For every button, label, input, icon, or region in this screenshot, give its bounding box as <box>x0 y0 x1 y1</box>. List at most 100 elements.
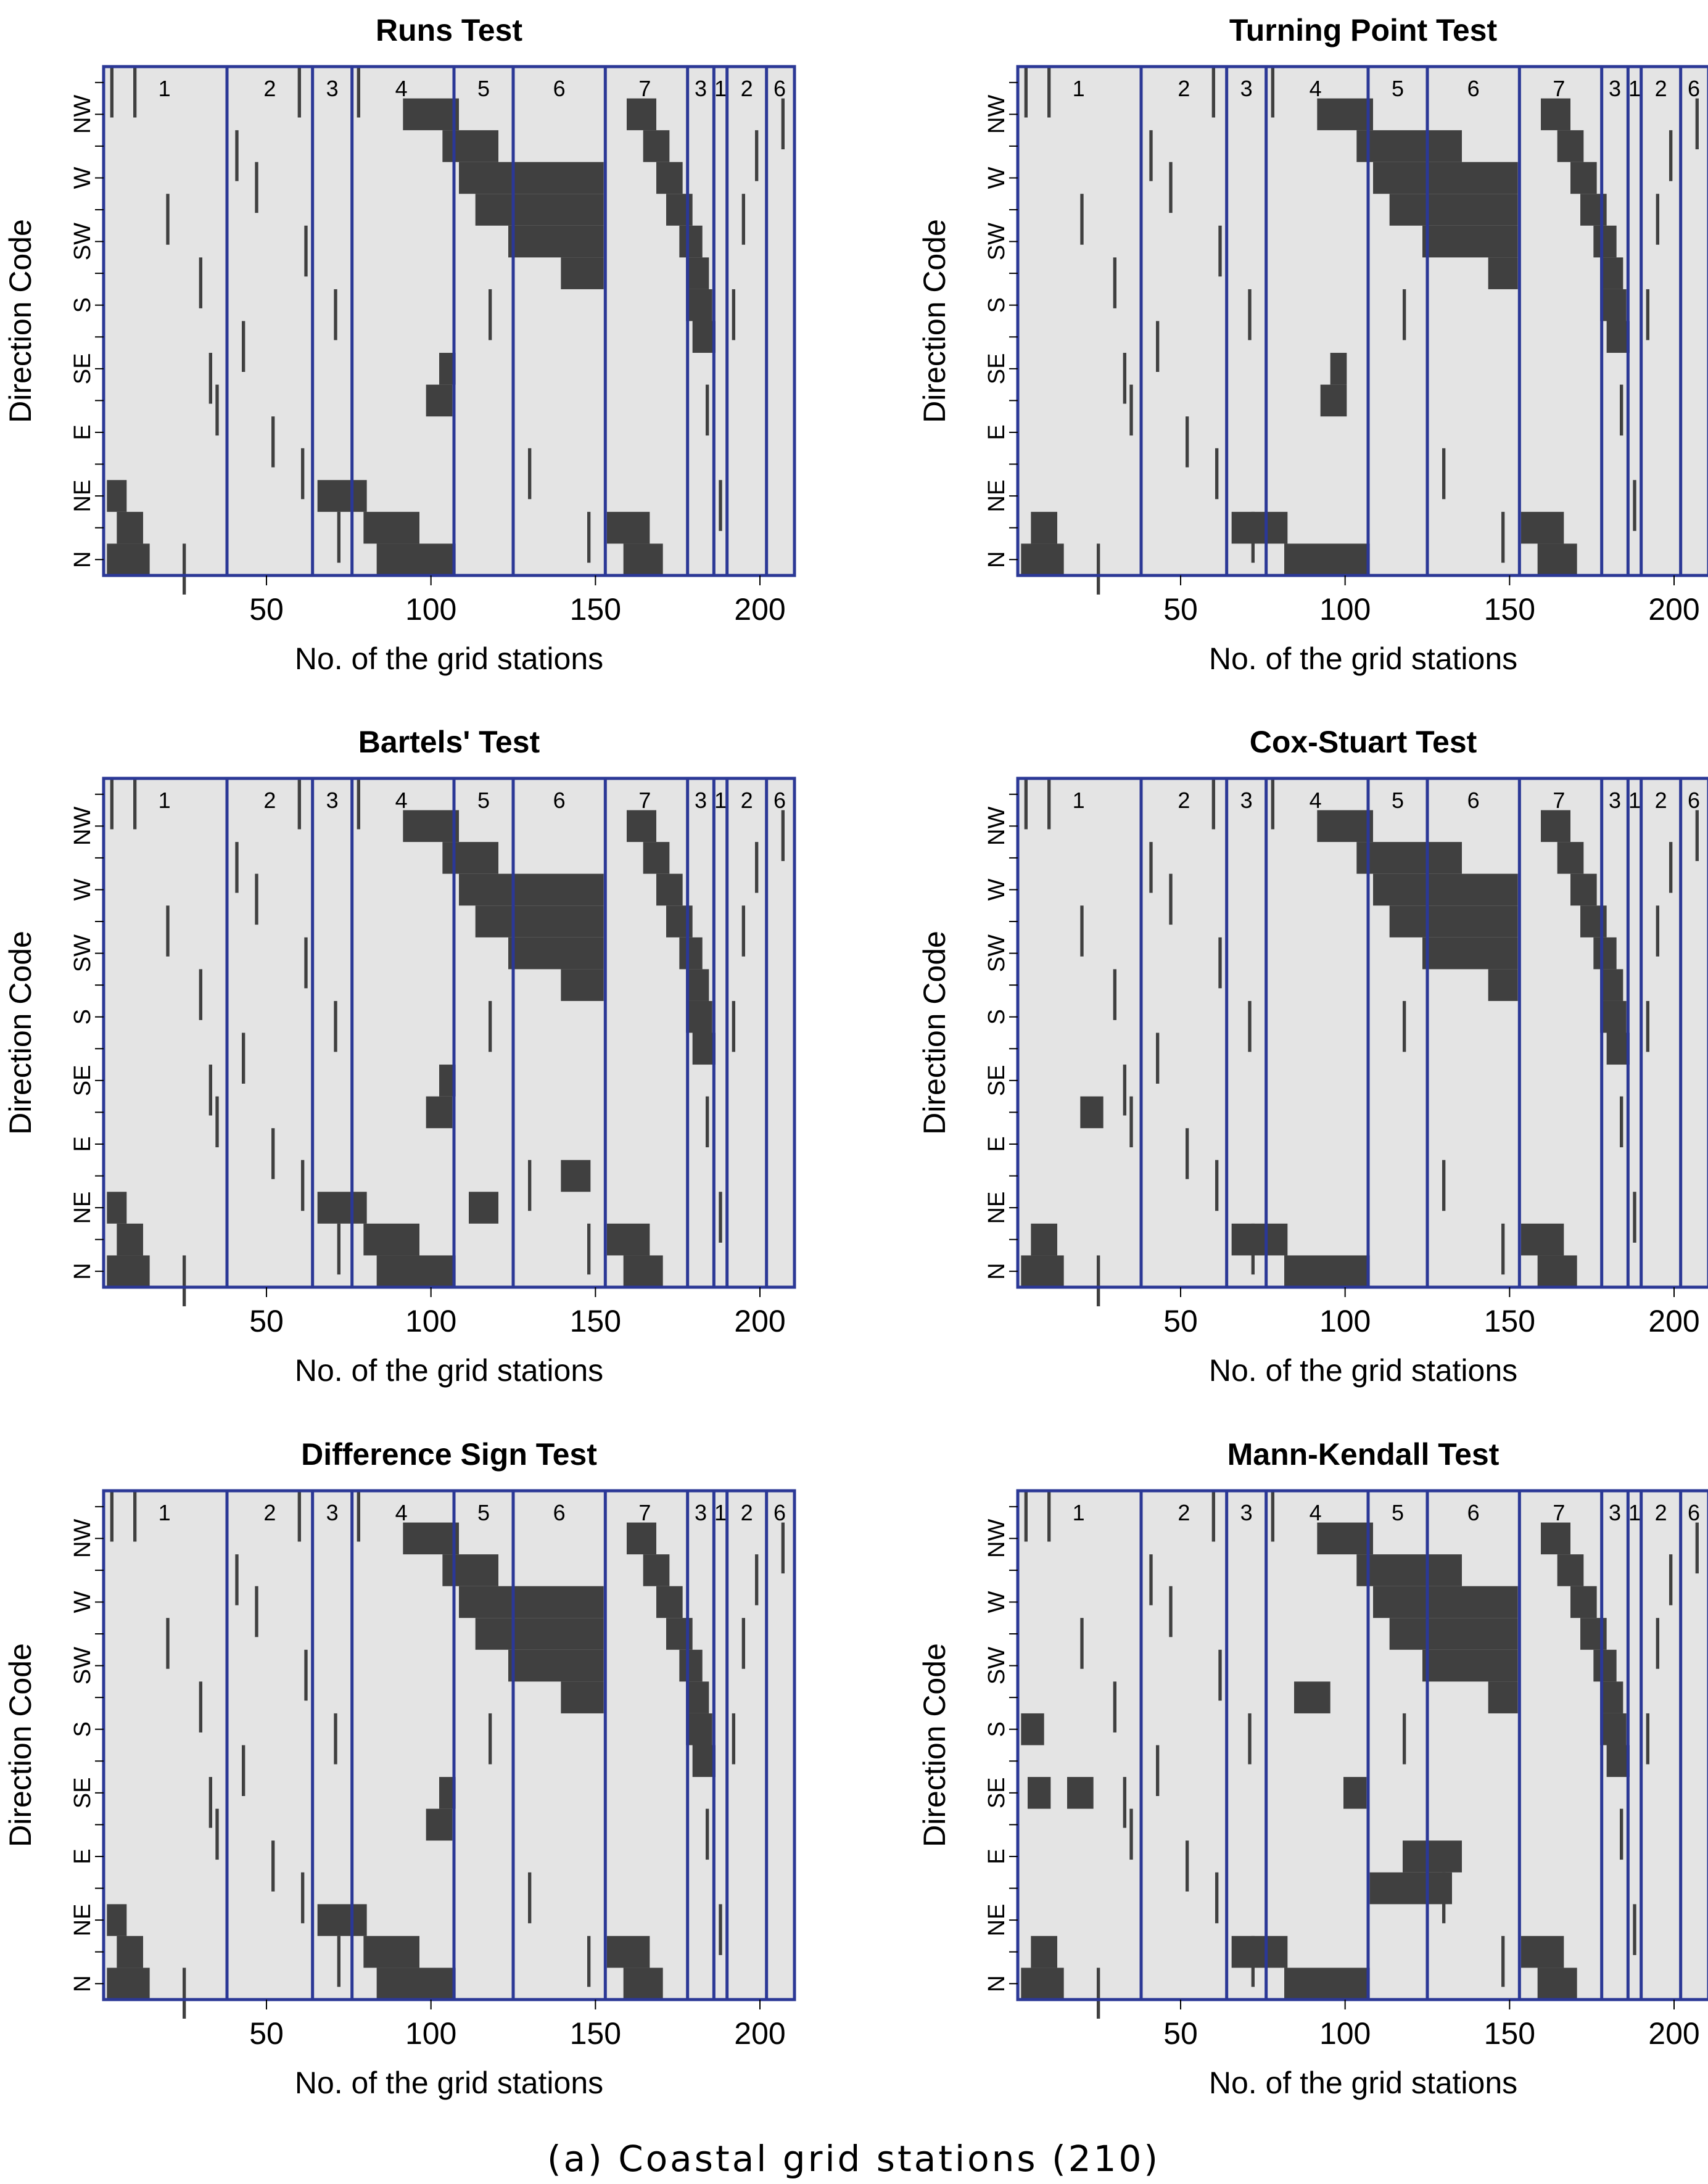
significant-cell <box>1271 1491 1274 1542</box>
region-label: 6 <box>774 788 786 813</box>
significant-block <box>107 480 127 512</box>
significant-cell <box>334 1713 337 1765</box>
significant-block <box>1488 1681 1518 1713</box>
significant-block <box>508 937 604 970</box>
y-tick-label: NW <box>70 1519 96 1558</box>
significant-cell <box>133 1491 137 1542</box>
region-label: 1 <box>1073 788 1085 813</box>
significant-cell <box>1271 778 1274 830</box>
region-label: 1 <box>714 1500 727 1525</box>
significant-block <box>1521 1935 1564 1968</box>
significant-cell <box>297 1491 301 1542</box>
significant-cell <box>215 1096 219 1148</box>
significant-cell <box>1129 1096 1133 1148</box>
plot-frame <box>102 65 796 577</box>
significant-cell <box>255 162 258 213</box>
significant-block <box>1600 1681 1623 1713</box>
region-label: 3 <box>1240 1500 1253 1525</box>
x-tick-label: 200 <box>1648 592 1699 627</box>
x-tick-label: 50 <box>1163 592 1198 627</box>
significant-cell <box>1501 511 1505 563</box>
region-label: 4 <box>395 1500 408 1525</box>
significant-cell <box>166 194 170 245</box>
y-tick-label: SW <box>70 1647 96 1684</box>
significant-cell <box>1186 1840 1189 1892</box>
region-label: 3 <box>326 1500 339 1525</box>
significant-block <box>686 1000 712 1033</box>
region-label: 7 <box>638 788 651 813</box>
x-tick-label: 150 <box>1484 592 1535 627</box>
region-label: 3 <box>695 76 707 101</box>
significant-block <box>1422 1649 1518 1682</box>
y-tick-label: NE <box>984 480 1010 513</box>
significant-block <box>1606 1032 1630 1065</box>
region-label: 2 <box>1178 1500 1190 1525</box>
y-tick-label: NW <box>70 95 96 134</box>
significant-block <box>363 1935 419 1968</box>
significant-block <box>363 1223 419 1256</box>
significant-cell <box>1646 1000 1649 1052</box>
significant-block <box>459 1586 604 1618</box>
significant-cell <box>1248 1000 1252 1052</box>
significant-block <box>403 810 459 843</box>
significant-block <box>1570 1586 1597 1618</box>
significant-block <box>1488 257 1518 289</box>
significant-block <box>317 1192 367 1224</box>
y-tick-label: E <box>984 1136 1010 1152</box>
significant-block <box>1600 289 1627 321</box>
significant-block <box>317 480 367 512</box>
significant-block <box>686 1713 712 1745</box>
significant-block <box>1557 130 1584 162</box>
significant-block <box>1294 1681 1331 1713</box>
significant-block <box>475 1618 604 1650</box>
x-axis-label: No. of the grid stations <box>1209 641 1517 676</box>
significant-block <box>107 543 150 575</box>
significant-cell <box>719 1904 722 1955</box>
significant-block <box>623 543 663 575</box>
significant-block <box>692 321 716 353</box>
significant-cell <box>1620 384 1623 436</box>
x-tick-label: 150 <box>570 1304 621 1338</box>
significant-block <box>1369 1872 1429 1905</box>
significant-cell <box>183 543 186 595</box>
significant-cell <box>110 67 113 118</box>
x-tick-label: 200 <box>734 1304 785 1338</box>
significant-block <box>643 130 670 162</box>
y-tick-label: S <box>984 297 1010 313</box>
significant-block <box>1021 1968 1064 2000</box>
significant-cell <box>1403 289 1406 340</box>
significant-cell <box>271 1840 275 1892</box>
significant-cell <box>1633 480 1636 531</box>
significant-cell <box>301 1160 305 1211</box>
significant-block <box>686 257 709 289</box>
significant-block <box>1021 1713 1044 1745</box>
significant-cell <box>242 321 245 372</box>
region-label: 7 <box>1553 788 1565 813</box>
significant-cell <box>255 873 258 925</box>
significant-cell <box>1271 67 1274 118</box>
significant-cell <box>1149 1554 1153 1605</box>
significant-block <box>459 162 604 194</box>
significant-block <box>117 511 143 544</box>
region-label: 3 <box>326 76 339 101</box>
significant-cell <box>1695 98 1699 150</box>
significant-block <box>1600 1713 1627 1745</box>
significant-block <box>686 289 712 321</box>
significant-block <box>656 162 683 194</box>
significant-cell <box>1633 1904 1636 1955</box>
x-tick-label: 200 <box>1648 1304 1699 1338</box>
significant-cell <box>166 905 170 957</box>
significant-block <box>442 1554 498 1586</box>
region-label: 3 <box>1240 788 1253 813</box>
region-label: 2 <box>1655 76 1667 101</box>
x-axis-label: No. of the grid stations <box>295 641 603 676</box>
significant-block <box>1356 1554 1462 1586</box>
y-tick-label: N <box>70 1263 96 1279</box>
region-label: 3 <box>695 1500 707 1525</box>
significant-cell <box>1251 1935 1255 1987</box>
region-label: 3 <box>1609 76 1621 101</box>
significant-cell <box>297 778 301 830</box>
x-tick-label: 100 <box>405 1304 456 1338</box>
significant-cell <box>183 1968 186 2019</box>
significant-cell <box>1501 1223 1505 1275</box>
